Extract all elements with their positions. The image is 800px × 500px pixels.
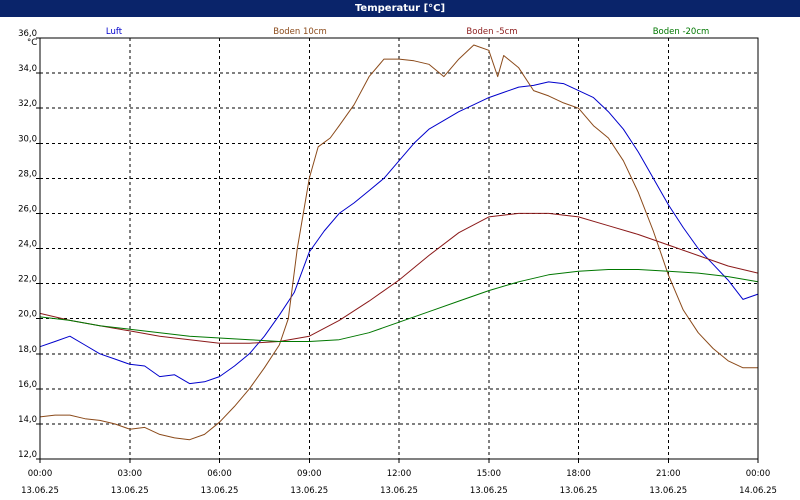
x-tick-time: 12:00 — [387, 469, 412, 479]
x-tick-time: 00:00 — [28, 469, 53, 479]
y-tick-label: 12,0 — [18, 450, 37, 460]
x-tick-date: 13.06.25 — [560, 486, 598, 496]
x-tick-date: 13.06.25 — [21, 486, 59, 496]
legend-entry: Boden 10cm — [273, 27, 327, 37]
x-tick-date: 13.06.25 — [649, 486, 687, 496]
x-tick-time: 03:00 — [118, 469, 143, 479]
y-tick-label: 34,0 — [18, 64, 37, 74]
y-tick-label: 16,0 — [18, 380, 37, 390]
y-tick-label: 28,0 — [18, 169, 37, 179]
temperature-chart: 12,0 14,0 16,0 18,0 20,0 22,0 24,0 26,0 28,0 30,0… — [18, 27, 777, 496]
y-tick-label: 30,0 — [18, 134, 37, 144]
y-tick-label: 36,0 — [18, 29, 37, 39]
series-line-4 — [39, 269, 759, 342]
y-tick-label: 26,0 — [18, 204, 37, 214]
y-tick-label: 22,0 — [18, 275, 37, 285]
legend-entry: Boden -20cm — [653, 27, 710, 37]
x-tick-time: 09:00 — [297, 469, 322, 479]
y-tick-label: 18,0 — [18, 345, 37, 355]
x-tick-date: 13.06.25 — [201, 486, 239, 496]
x-tick-date: 13.06.25 — [470, 486, 508, 496]
x-tick-date: 13.06.25 — [111, 486, 149, 496]
series-line-3 — [39, 212, 759, 344]
x-tick-date: 13.06.25 — [380, 486, 418, 496]
window-title: Temperatur [°C] — [0, 0, 800, 17]
y-tick-label: 32,0 — [18, 99, 37, 109]
x-tick-date: 13.06.25 — [290, 486, 328, 496]
series-line-1 — [39, 81, 759, 385]
series-line-2 — [39, 44, 758, 441]
x-tick-time: 18:00 — [566, 469, 591, 479]
x-tick-time: 00:00 — [746, 469, 771, 479]
x-tick-time: 06:00 — [207, 469, 232, 479]
x-tick-date: 14.06.25 — [739, 486, 777, 496]
plot-frame — [39, 37, 759, 460]
y-axis-label: °C — [27, 38, 37, 48]
y-tick-label: 24,0 — [18, 240, 37, 250]
legend-entry: Luft — [106, 27, 123, 37]
legend-entry: Boden -5cm — [466, 27, 517, 37]
x-tick-time: 15:00 — [477, 469, 502, 479]
y-tick-label: 20,0 — [18, 310, 37, 320]
x-tick-time: 21:00 — [656, 469, 681, 479]
y-tick-label: 14,0 — [18, 415, 37, 425]
